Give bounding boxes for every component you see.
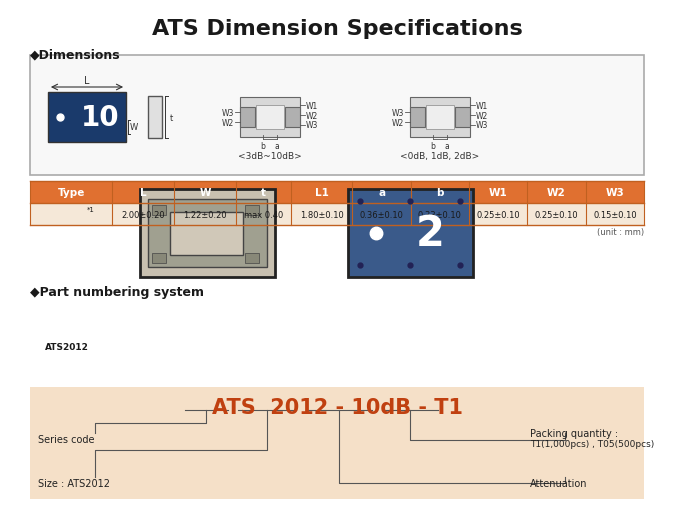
Text: W3: W3 (476, 121, 489, 130)
Text: (unit : mm): (unit : mm) (597, 228, 644, 236)
Text: W3: W3 (306, 121, 319, 130)
Bar (240, 98, 300, 138)
Bar (245, 206, 259, 216)
Text: W2: W2 (306, 111, 318, 120)
Text: ◆Part numbering system: ◆Part numbering system (30, 285, 204, 298)
Text: W2: W2 (476, 111, 488, 120)
Bar (148, 199, 267, 268)
Text: 0.36±0.10: 0.36±0.10 (360, 210, 404, 219)
Text: Type: Type (57, 188, 85, 197)
Bar (426, 106, 454, 130)
Bar (140, 189, 275, 277)
Text: W2: W2 (222, 118, 234, 127)
Text: t: t (170, 113, 173, 122)
Text: 0.25±0.10: 0.25±0.10 (477, 210, 520, 219)
Text: Series code: Series code (38, 434, 95, 444)
Text: *1: *1 (87, 207, 95, 213)
Text: W3: W3 (605, 188, 624, 197)
Bar (152, 206, 166, 216)
Text: Packing quantity :: Packing quantity : (530, 428, 618, 438)
Text: ATS2012: ATS2012 (45, 342, 89, 351)
Text: b: b (261, 142, 265, 150)
Text: max 0.40: max 0.40 (244, 210, 283, 219)
Bar (30, 182, 644, 204)
Text: <0dB, 1dB, 2dB>: <0dB, 1dB, 2dB> (400, 152, 480, 161)
Text: <3dB~10dB>: <3dB~10dB> (238, 152, 302, 161)
Text: L: L (84, 76, 90, 86)
Text: W1: W1 (306, 102, 318, 110)
Text: W: W (199, 188, 211, 197)
Bar (152, 254, 166, 264)
Bar (245, 254, 259, 264)
Text: W1: W1 (476, 102, 488, 110)
Text: 0.15±0.10: 0.15±0.10 (593, 210, 637, 219)
Text: 10: 10 (81, 104, 119, 132)
Text: 0.25±0.10: 0.25±0.10 (535, 210, 578, 219)
Text: 2.00±0.20: 2.00±0.20 (122, 210, 165, 219)
Text: 1.80±0.10: 1.80±0.10 (300, 210, 344, 219)
Text: a: a (378, 188, 385, 197)
Text: a: a (275, 142, 279, 150)
Bar (285, 108, 300, 128)
Bar (410, 108, 425, 128)
Text: L: L (140, 188, 146, 197)
Text: W3: W3 (392, 108, 404, 117)
Bar (170, 213, 243, 256)
Bar (256, 106, 284, 130)
Text: 1.22±0.20: 1.22±0.20 (183, 210, 227, 219)
Text: W1: W1 (489, 188, 508, 197)
Text: t: t (261, 188, 266, 197)
Bar (410, 98, 470, 138)
Text: T1(1,000pcs) , T05(500pcs): T1(1,000pcs) , T05(500pcs) (530, 439, 654, 448)
Text: ◆Dimensions: ◆Dimensions (30, 48, 121, 61)
Bar (30, 56, 644, 176)
Text: W2: W2 (392, 118, 404, 127)
Bar (240, 108, 255, 128)
Bar (30, 204, 644, 226)
Text: b: b (431, 142, 435, 150)
Text: Attenuation: Attenuation (530, 478, 587, 488)
Text: W2: W2 (547, 188, 566, 197)
Bar (148, 97, 162, 139)
Text: L1: L1 (315, 188, 329, 197)
Text: Size : ATS2012: Size : ATS2012 (38, 478, 110, 488)
Bar (30, 387, 644, 499)
Bar (48, 93, 126, 143)
Text: 0.33±0.10: 0.33±0.10 (418, 210, 462, 219)
Text: ATS  2012 - 10dB - T1: ATS 2012 - 10dB - T1 (211, 397, 462, 417)
Text: 2: 2 (416, 213, 444, 255)
Text: b: b (436, 188, 443, 197)
Bar (348, 189, 473, 277)
Bar (455, 108, 470, 128)
Text: a: a (445, 142, 450, 150)
Text: W3: W3 (221, 108, 234, 117)
Text: ATS Dimension Specifications: ATS Dimension Specifications (152, 19, 522, 39)
Text: W: W (130, 123, 138, 132)
